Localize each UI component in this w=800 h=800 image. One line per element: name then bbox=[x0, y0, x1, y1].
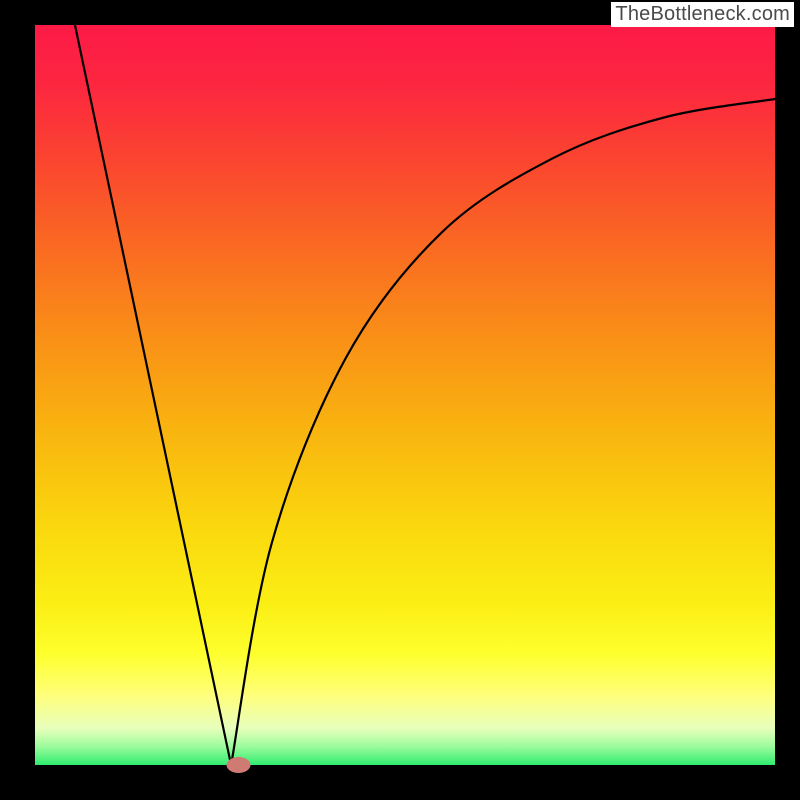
watermark-label: TheBottleneck.com bbox=[611, 2, 794, 27]
bottleneck-chart bbox=[0, 0, 800, 800]
plot-background-gradient bbox=[35, 25, 775, 765]
chart-container: TheBottleneck.com bbox=[0, 0, 800, 800]
optimum-marker bbox=[227, 757, 251, 773]
